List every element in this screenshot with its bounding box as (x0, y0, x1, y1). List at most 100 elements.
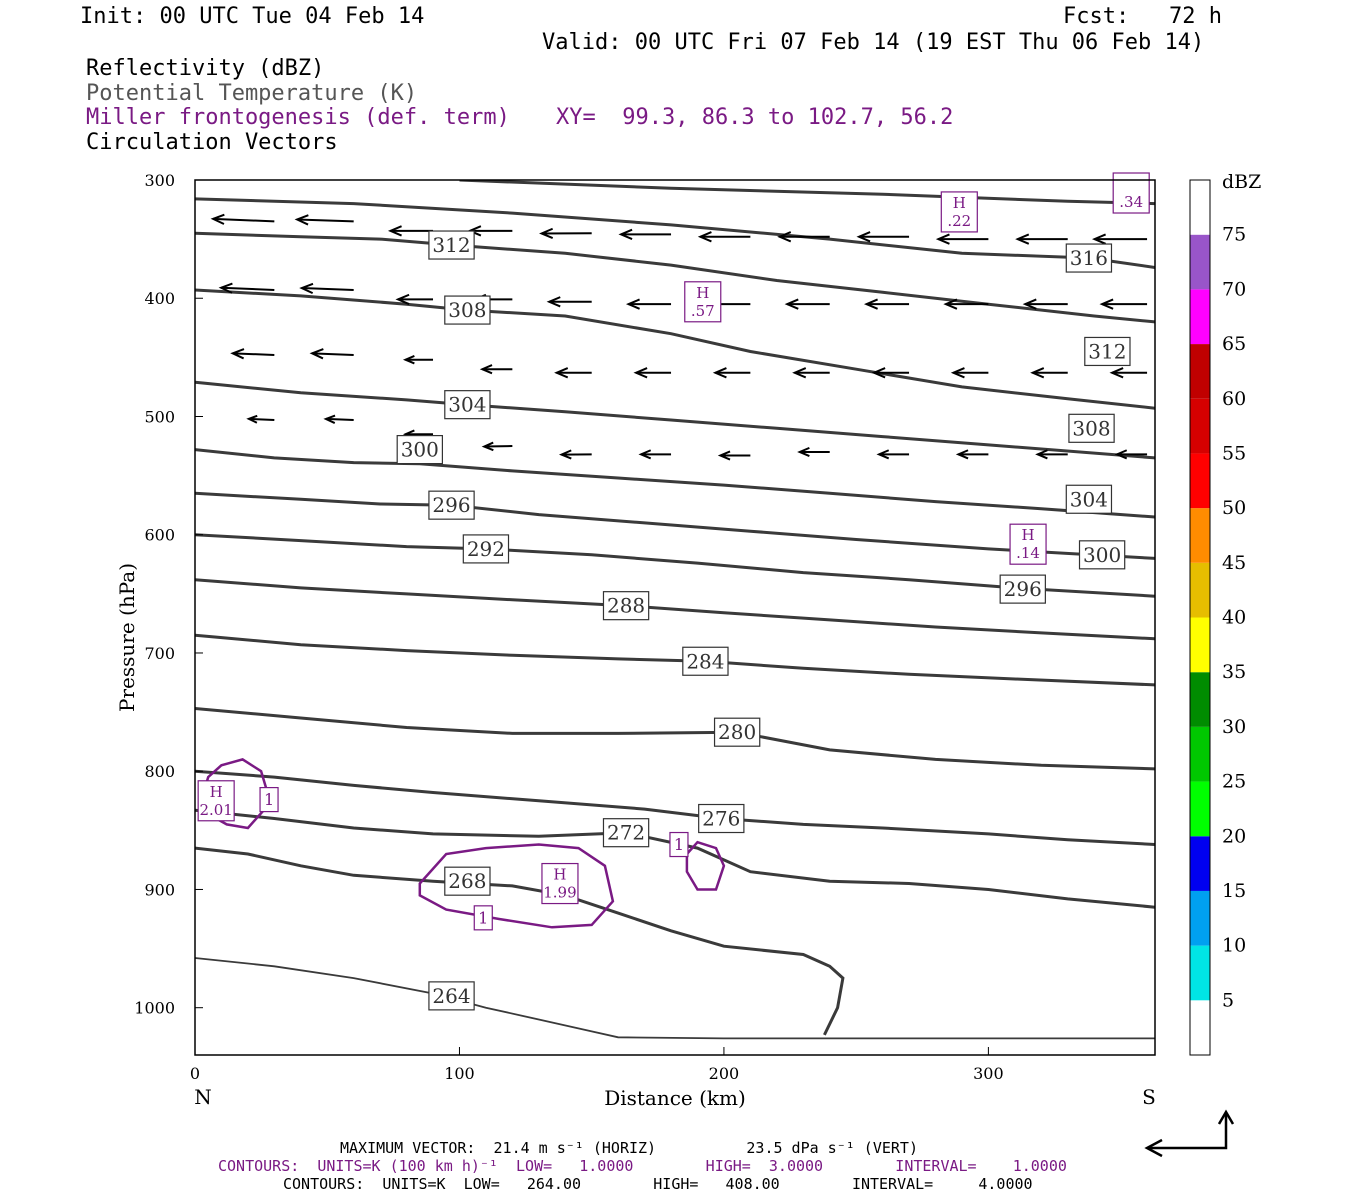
theta-label-284: 284 (682, 646, 729, 676)
vector-head (784, 298, 799, 310)
theta-label-292-box (462, 534, 510, 564)
south-label: S (1142, 1085, 1156, 1109)
theta-label-264: 264 (428, 981, 475, 1011)
vector-head (633, 367, 648, 379)
vector-head (309, 348, 324, 360)
theta-label-296-text: 296 (432, 493, 470, 517)
vector-head (950, 367, 965, 379)
frontogenesis-max-1: H1.99 (541, 862, 579, 905)
colorbar-band-30 (1190, 672, 1210, 727)
y-tick-label: 600 (144, 526, 175, 545)
contour-label-extra-5-box (259, 786, 279, 813)
frontogenesis-max-box (1009, 523, 1047, 565)
vector-shaft (248, 417, 275, 422)
vector-head (625, 298, 640, 310)
valid-time: Valid: 00 UTC Fri 07 Feb 14 (19 EST Thu … (542, 30, 1205, 55)
contour-label-extra-0: 312 (1084, 336, 1131, 367)
plot-frame (194, 179, 1156, 1056)
y-tick-label: 800 (144, 762, 175, 781)
colorbar-label-10: 10 (1222, 935, 1246, 957)
colorbar-band-25 (1190, 726, 1210, 782)
circulation-vector (618, 228, 672, 240)
theta-label-312-text: 312 (432, 233, 470, 257)
vector-head (792, 367, 807, 379)
vector-head (246, 414, 258, 424)
vector-head (863, 298, 878, 310)
field-theta: Potential Temperature (K) (86, 81, 418, 106)
vector-head (1099, 298, 1114, 310)
circulation-vector (554, 367, 592, 379)
theta-contour-292 (195, 533, 1155, 598)
x-tick-label: 300 (973, 1064, 1004, 1083)
theta-label-276-box (698, 803, 745, 834)
theta-label-296: 296 (428, 490, 475, 520)
frontogenesis-max-box (940, 191, 978, 233)
colorbar-label-25: 25 (1222, 771, 1246, 793)
vector-head (876, 449, 890, 460)
x-tick-label: 200 (709, 1064, 740, 1083)
vector-head (479, 364, 493, 375)
vector-shaft (312, 352, 354, 356)
contour-label-extra-1-text: 308 (1072, 416, 1110, 440)
vector-head (955, 449, 969, 460)
circulation-vector (323, 414, 354, 424)
vector-head (935, 233, 950, 245)
theta-contour-288 (195, 578, 1155, 641)
theta-contour-280 (195, 707, 1155, 771)
theta-label-280-text: 280 (718, 720, 756, 744)
vector-head (712, 367, 727, 379)
theta-contour-264 (195, 957, 1155, 1040)
theta-label-288: 288 (602, 591, 650, 621)
theta-label-268: 268 (444, 866, 491, 896)
circulation-vector (402, 355, 434, 365)
theta-label-272-box (602, 818, 650, 848)
circulation-vector (481, 441, 513, 452)
theta-label-292-text: 292 (467, 537, 505, 561)
theta-label-264-box (428, 981, 475, 1011)
theta-label-288-text: 288 (607, 594, 645, 618)
circulation-vector (712, 367, 751, 379)
orientation-arrow-icon (1144, 1109, 1235, 1158)
colorbar-band-10 (1190, 890, 1210, 946)
colorbar-label-15: 15 (1222, 880, 1246, 902)
theta-label-268-text: 268 (448, 869, 486, 893)
circulation-vector (546, 296, 592, 308)
theta-label-276-text: 276 (702, 807, 740, 831)
vector-shaft (484, 445, 513, 448)
theta-label-292: 292 (462, 534, 510, 564)
colorbar-band-45 (1190, 508, 1210, 563)
cross-section-endpoints: XY= 99.3, 86.3 to 102.7, 56.2 (556, 105, 954, 130)
circulation-vector (539, 227, 592, 240)
theta-label-284-text: 284 (686, 649, 724, 673)
maximum-vector: MAXIMUM VECTOR: 21.4 m s⁻¹ (HORIZ) 23.5 … (340, 1139, 918, 1157)
colorbar-label-65: 65 (1222, 333, 1246, 355)
contour-label-extra-1-box (1068, 413, 1115, 443)
contours-theta-info: CONTOURS: UNITS=K LOW= 264.00 HIGH= 408.… (283, 1175, 1033, 1193)
vector-head (481, 441, 494, 452)
theta-label-304-text: 304 (448, 393, 486, 417)
contour-label-extra-7-text: 1 (674, 835, 684, 854)
circulation-vector (1030, 367, 1068, 379)
circulation-vector (777, 231, 830, 243)
theta-contour-272 (195, 808, 1155, 909)
frontogenesis-max-value: .14 (1016, 544, 1040, 562)
contour-label-extra-7: 1 (669, 831, 689, 858)
circulation-vector (1022, 298, 1068, 310)
theta-label-296-box (428, 490, 475, 520)
theta-label-268-box (444, 866, 491, 896)
colorbar-band-40 (1190, 562, 1210, 618)
colorbar-label-75: 75 (1222, 224, 1246, 246)
circulation-vector (697, 231, 751, 243)
contour-label-extra-7-box (669, 831, 689, 858)
vector-shaft (213, 217, 275, 223)
vector-head (856, 231, 871, 243)
north-label: N (194, 1085, 212, 1109)
frontogenesis-max-0: H2.01 (197, 780, 235, 822)
vector-head (618, 228, 633, 240)
y-tick-label: 400 (144, 289, 175, 308)
colorbar-label-45: 45 (1222, 552, 1246, 574)
theta-contour-upper (459, 180, 1155, 206)
colorbar-band-65 (1190, 289, 1210, 345)
y-axis-label: Pressure (hPa) (115, 563, 139, 712)
contour-label-extra-4-text: 296 (1004, 577, 1042, 601)
